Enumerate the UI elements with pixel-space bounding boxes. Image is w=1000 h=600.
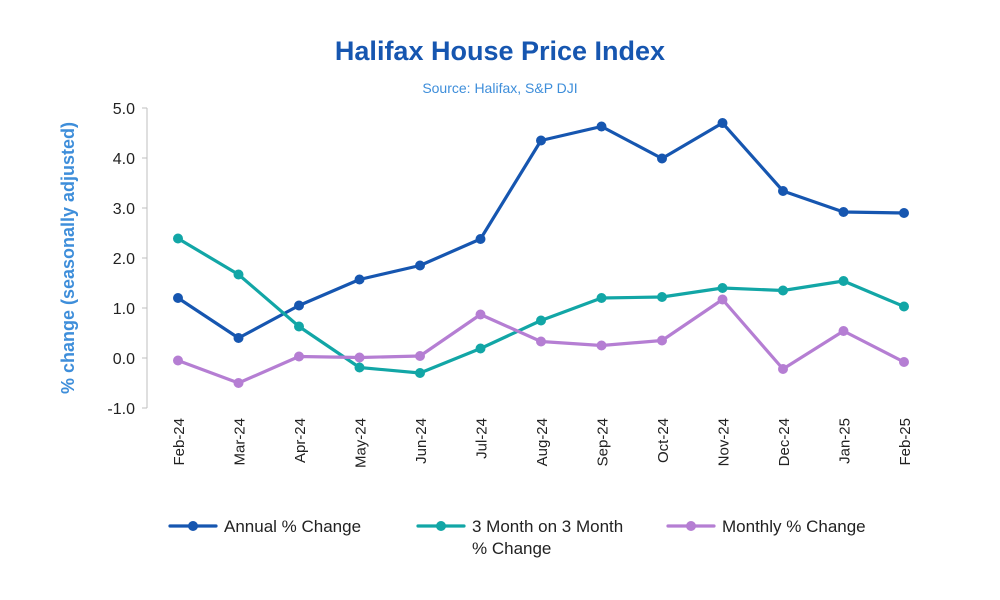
y-tick-label: 2.0 — [113, 251, 135, 268]
y-axis-label: % change (seasonally adjusted) — [58, 122, 78, 394]
legend: Annual % Change 3 Month on 3 Month % Chang… — [168, 517, 866, 558]
legend-item: Annual % Change — [168, 517, 361, 536]
data-point — [899, 208, 909, 218]
data-point — [778, 186, 788, 196]
data-point — [536, 135, 546, 146]
data-point — [173, 233, 183, 244]
data-point — [838, 326, 849, 336]
x-tick-label: Mar-24 — [232, 418, 249, 466]
data-point — [838, 276, 849, 286]
data-point — [233, 378, 244, 388]
data-point — [717, 118, 728, 128]
data-point — [657, 335, 667, 346]
data-point — [717, 294, 728, 305]
legend-swatch-marker — [188, 521, 198, 531]
data-point — [173, 355, 183, 366]
data-point — [596, 293, 607, 303]
legend-item: Monthly % Change — [666, 517, 866, 536]
data-point — [354, 352, 365, 363]
x-tick-label: Sep-24 — [595, 418, 612, 466]
data-point — [899, 301, 909, 312]
legend-item: 3 Month on 3 Month % Change — [416, 517, 623, 558]
data-point — [475, 309, 486, 320]
axes: 5.0 4.0 3.0 2.0 1.0 0.0 -1.0 Feb-24 Mar-24 Apr-24… — [107, 101, 914, 468]
data-point — [233, 333, 244, 343]
data-point — [354, 274, 365, 285]
data-point — [899, 357, 909, 367]
data-point — [778, 364, 788, 374]
legend-label: 3 Month on 3 Month — [472, 517, 623, 536]
legend-label: Annual % Change — [224, 517, 361, 536]
data-point — [294, 300, 304, 311]
series-1 — [173, 118, 909, 343]
x-tick-label: Aug-24 — [534, 418, 551, 466]
series-line — [176, 236, 906, 375]
legend-label: % Change — [472, 539, 551, 558]
data-point — [657, 153, 667, 164]
x-tick-label: Jul-24 — [474, 418, 491, 459]
x-tick-label: May-24 — [353, 418, 370, 468]
data-point — [294, 351, 304, 362]
y-axis-label-group: % change (seasonally adjusted) — [58, 122, 78, 394]
data-point — [536, 336, 546, 347]
series-3 — [173, 294, 909, 388]
data-point — [657, 292, 667, 302]
x-tick-label: Oct-24 — [655, 418, 672, 463]
series-layer — [173, 118, 909, 388]
data-point — [717, 283, 728, 293]
data-point — [294, 321, 304, 332]
data-point — [596, 340, 607, 351]
x-tick-label: Nov-24 — [716, 418, 733, 466]
series-2 — [173, 233, 909, 378]
y-tick-label: 4.0 — [113, 151, 135, 168]
legend-label: Monthly % Change — [722, 517, 866, 536]
data-point — [415, 260, 425, 271]
data-point — [415, 351, 425, 361]
legend-swatch-marker — [686, 521, 696, 531]
legend-swatch-marker — [436, 521, 446, 531]
series-line — [176, 121, 906, 340]
x-tick-label: Jun-24 — [413, 418, 430, 464]
data-point — [596, 121, 607, 132]
data-point — [475, 343, 486, 354]
data-point — [354, 362, 365, 373]
y-tick-label: 0.0 — [113, 351, 135, 368]
y-tick-label: 5.0 — [113, 101, 135, 118]
y-tick-label: 1.0 — [113, 301, 135, 318]
data-point — [415, 368, 425, 378]
chart-subtitle: Source: Halifax, S&P DJI — [422, 80, 578, 96]
data-point — [778, 285, 788, 296]
x-tick-label: Jan-25 — [837, 418, 854, 464]
y-tick-label: 3.0 — [113, 201, 135, 218]
data-point — [233, 269, 244, 280]
x-tick-label: Apr-24 — [292, 418, 309, 463]
data-point — [173, 293, 183, 303]
x-tick-label: Feb-24 — [171, 418, 188, 466]
x-tick-label: Dec-24 — [776, 418, 793, 466]
data-point — [475, 234, 486, 244]
chart-title: Halifax House Price Index — [334, 36, 666, 66]
data-point — [838, 207, 849, 217]
data-point — [536, 315, 546, 326]
y-tick-label: -1.0 — [107, 401, 135, 418]
x-tick-label: Feb-25 — [897, 418, 914, 466]
